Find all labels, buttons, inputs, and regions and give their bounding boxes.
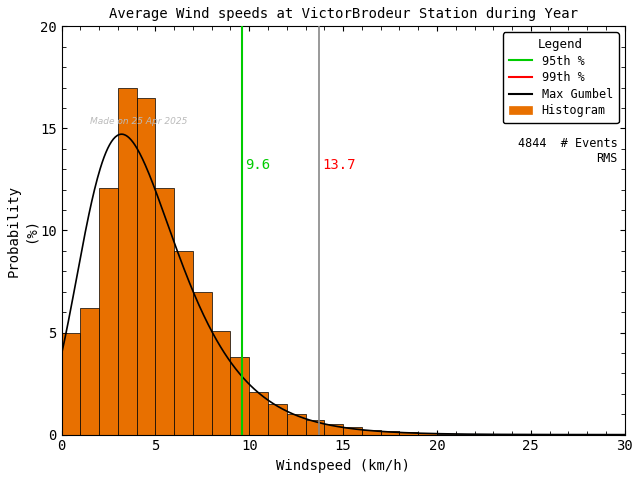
Text: Made on 25 Apr 2025: Made on 25 Apr 2025 (90, 117, 187, 126)
Y-axis label: Probability
(%): Probability (%) (7, 184, 37, 276)
Bar (362, 430, 381, 434)
Bar (305, 420, 324, 434)
X-axis label: Windspeed (km/h): Windspeed (km/h) (276, 459, 410, 473)
Bar (136, 98, 156, 434)
Bar (230, 357, 249, 434)
Text: 4844  # Events
RMS: 4844 # Events RMS (518, 137, 618, 166)
Bar (80, 308, 99, 434)
Bar (212, 331, 230, 434)
Bar (99, 188, 118, 434)
Bar (381, 431, 399, 434)
Bar (174, 251, 193, 434)
Text: 9.6: 9.6 (246, 158, 271, 172)
Bar (287, 414, 305, 434)
Bar (61, 333, 80, 434)
Bar (324, 424, 343, 434)
Bar (399, 432, 418, 434)
Title: Average Wind speeds at VictorBrodeur Station during Year: Average Wind speeds at VictorBrodeur Sta… (109, 7, 578, 21)
Bar (156, 188, 174, 434)
Text: 13.7: 13.7 (323, 158, 356, 172)
Bar (418, 433, 437, 434)
Bar (249, 392, 268, 434)
Bar (118, 87, 136, 434)
Bar (268, 404, 287, 434)
Bar (193, 292, 212, 434)
Legend: 95th %, 99th %, Max Gumbel, Histogram: 95th %, 99th %, Max Gumbel, Histogram (502, 32, 619, 123)
Bar (437, 433, 456, 434)
Bar (343, 428, 362, 434)
